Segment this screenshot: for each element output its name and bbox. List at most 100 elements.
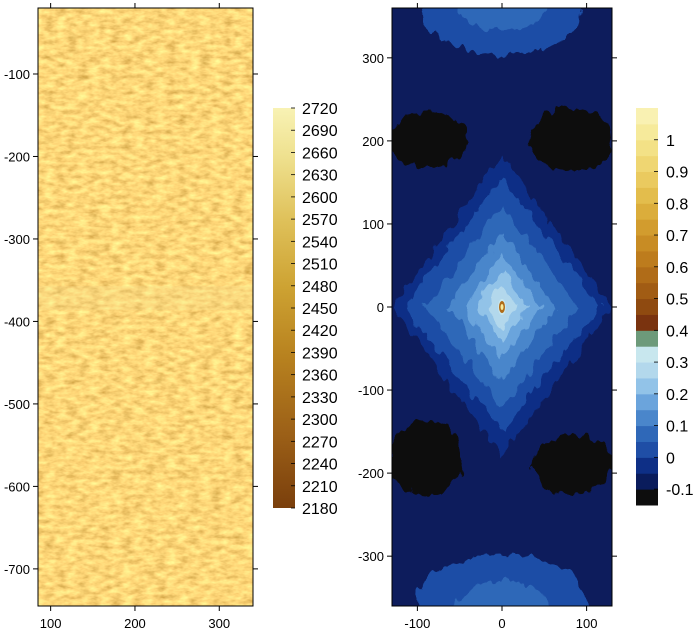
left-y-tick-label: -100: [4, 67, 30, 82]
right-colorbar-level: [636, 219, 658, 236]
left-heatmap: [37, 7, 254, 607]
right-dark-patch-4: [532, 434, 612, 494]
right-blob-top-inner: [457, 8, 547, 30]
right-colorbar-tick-label: 0.1: [666, 419, 688, 436]
left-colorbar-tick-label: 2570: [302, 212, 338, 229]
left-colorbar-tick-label: 2540: [302, 234, 338, 251]
right-colorbar-level: [636, 362, 658, 379]
right-colorbar-level: [636, 235, 658, 252]
right-colorbar-level: [636, 282, 658, 300]
left-colorbar-gradient: [273, 108, 295, 508]
right-peak-core: [500, 304, 504, 310]
right-colorbar-level: [636, 425, 658, 442]
right-colorbar-levels: [636, 108, 658, 506]
left-y-tick-label: -300: [4, 232, 30, 247]
right-blob-bottom: [417, 555, 587, 606]
right-colorbar-level: [636, 203, 658, 220]
left-colorbar-tick-label: 2510: [302, 257, 338, 274]
right-colorbar-level: [636, 155, 658, 173]
right-blob-bottom-inner: [457, 581, 547, 606]
right-x-axis: -100 0 100: [404, 3, 597, 631]
right-y-tick-label: 0: [377, 300, 384, 315]
right-colorbar-tick-label: 1: [666, 133, 675, 150]
left-colorbar-tick-label: 2600: [302, 190, 338, 207]
right-colorbar-tick-label: 0.4: [666, 323, 688, 340]
left-colorbar-tick-label: 2450: [302, 301, 338, 318]
left-y-tick-label: -700: [4, 562, 30, 577]
right-colorbar-level: [636, 139, 658, 157]
right-x-tick-label: 0: [498, 616, 505, 631]
right-x-tick-label: 100: [576, 616, 598, 631]
left-colorbar-tick-label: 2720: [302, 101, 338, 118]
right-colorbar-level: [636, 298, 658, 315]
right-colorbar-level: [636, 346, 658, 363]
right-colorbar-tick-label: 0.3: [666, 355, 688, 372]
left-x-tick-label: 200: [124, 616, 146, 631]
left-colorbar-tick-label: 2390: [302, 345, 338, 362]
right-colorbar-tick-label: 0: [666, 450, 675, 467]
right-y-tick-label: -200: [358, 466, 384, 481]
left-x-axis: 100 200 300: [40, 3, 230, 631]
right-colorbar-level: [636, 266, 658, 284]
left-colorbar: 2720 2690 2660 2630 2600 2570 2540 2510 2480 2450…: [273, 101, 338, 518]
right-colorbar-level: [636, 187, 658, 204]
left-colorbar-ticks: 2720 2690 2660 2630 2600 2570 2540 2510 2480 2450…: [291, 101, 338, 518]
left-colorbar-tick-label: 2240: [302, 457, 338, 474]
left-y-tick-label: -200: [4, 149, 30, 164]
left-y-tick-label: -600: [4, 479, 30, 494]
right-colorbar-tick-label: 0.6: [666, 260, 688, 277]
left-colorbar-tick-label: 2660: [302, 145, 338, 162]
right-dark-patch-2: [530, 108, 612, 172]
right-colorbar-level: [636, 123, 658, 141]
right-colorbar-level: [636, 171, 658, 188]
right-y-tick-label: -100: [358, 383, 384, 398]
right-colorbar-tick-label: 0.8: [666, 196, 688, 213]
right-colorbar-tick-label: 0.2: [666, 387, 688, 404]
right-colorbar-level: [636, 250, 658, 268]
right-colorbar-level: [636, 393, 658, 411]
left-colorbar-tick-label: 2360: [302, 368, 338, 385]
left-colorbar-tick-label: 2270: [302, 434, 338, 451]
right-colorbar-tick-label: 0.5: [666, 292, 688, 309]
left-colorbar-tick-label: 2630: [302, 168, 338, 185]
left-heatmap-band: [38, 286, 253, 310]
right-colorbar-level: [636, 489, 658, 506]
left-y-tick-label: -500: [4, 397, 30, 412]
right-blob-top: [422, 8, 582, 55]
right-y-tick-label: -300: [358, 549, 384, 564]
right-colorbar-level: [636, 314, 658, 331]
left-x-tick-label: 100: [40, 616, 62, 631]
left-colorbar-tick-label: 2690: [302, 123, 338, 140]
left-heatmap-texture: [38, 8, 253, 606]
right-colorbar-level: [636, 457, 658, 474]
left-y-axis: -100 -200 -300 -400 -500 -600 -700: [4, 67, 258, 577]
right-colorbar-level: [636, 473, 658, 490]
left-colorbar-tick-label: 2180: [302, 501, 338, 518]
right-y-tick-label: 300: [362, 51, 384, 66]
right-colorbar-level: [636, 377, 658, 395]
right-y-tick-label: 100: [362, 217, 384, 232]
right-colorbar-level: [636, 441, 658, 458]
left-colorbar-tick-label: 2420: [302, 323, 338, 340]
right-x-tick-label: -100: [404, 616, 430, 631]
left-y-tick-label: -400: [4, 314, 30, 329]
right-colorbar-level: [636, 108, 658, 125]
right-dark-patch-3: [392, 420, 462, 496]
right-heatmap: [391, 7, 613, 607]
right-colorbar-level: [636, 409, 658, 427]
right-colorbar-ticks: 1 0.9 0.8 0.7 0.6 0.5 0.4 0.3 0.2 0.1 0 -0.1: [654, 133, 694, 499]
left-colorbar-tick-label: 2210: [302, 479, 338, 496]
right-colorbar-level: [636, 330, 658, 347]
left-colorbar-tick-label: 2480: [302, 279, 338, 296]
right-colorbar: 1 0.9 0.8 0.7 0.6 0.5 0.4 0.3 0.2 0.1 0 -0.1: [636, 108, 694, 506]
left-heatmap-frame: [37, 7, 254, 607]
right-dark-patch-1: [392, 112, 468, 168]
right-colorbar-tick-label: 0.7: [666, 228, 688, 245]
left-colorbar-tick-label: 2330: [302, 390, 338, 407]
left-colorbar-tick-label: 2300: [302, 412, 338, 429]
right-colorbar-tick-label: -0.1: [666, 482, 694, 499]
left-x-tick-label: 300: [208, 616, 230, 631]
right-colorbar-tick-label: 0.9: [666, 165, 688, 182]
right-y-tick-label: 200: [362, 134, 384, 149]
